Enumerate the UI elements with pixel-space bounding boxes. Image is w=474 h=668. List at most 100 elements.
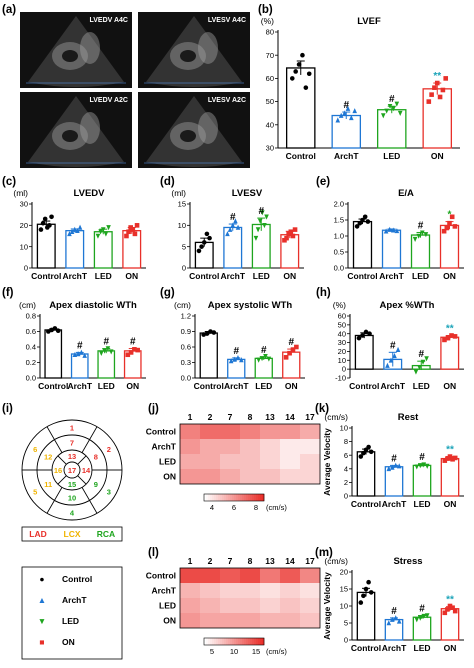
category-label: ArchT: [334, 151, 359, 161]
segment-label: 1: [70, 424, 74, 433]
scale-swatch: [254, 494, 257, 501]
scale-unit: (cm/s): [266, 647, 287, 656]
heat-cell: [260, 469, 280, 484]
chart-title: Apex %WTh: [380, 300, 435, 311]
scale-swatch: [232, 638, 235, 645]
scale-swatch: [262, 494, 265, 501]
heat-cell: [220, 454, 240, 469]
scale-swatch: [238, 494, 241, 501]
y-tick-label: 30: [266, 144, 274, 153]
y-unit: (%): [261, 16, 274, 26]
category-label: ArchT: [382, 643, 407, 653]
bar-led: [93, 231, 113, 269]
segment-label: 10: [68, 494, 76, 503]
bar-on: [440, 457, 460, 497]
data-point: [366, 444, 371, 450]
data-point: [452, 455, 458, 461]
y-tick-label: 0: [344, 492, 348, 501]
scale-swatch: [220, 494, 223, 501]
scale-swatch: [236, 494, 239, 501]
heatmap-rest: 1 2 7 8 13 14 17 Control ArchT LED ON 4 6 8 (cm/s): [146, 412, 321, 512]
significance-mark: #: [230, 212, 236, 223]
bullseye-divider: [46, 500, 55, 514]
data-point: [397, 110, 403, 116]
significance-mark: #: [233, 346, 239, 357]
category-label: LED: [255, 381, 272, 391]
data-point: [441, 228, 447, 234]
bar-control: [44, 329, 63, 379]
heat-cell: [240, 454, 260, 469]
scale-swatch: [214, 638, 217, 645]
scale-tick-label: 5: [210, 647, 214, 656]
data-point: [72, 351, 78, 358]
scale-swatch: [240, 494, 243, 501]
data-point: [199, 244, 204, 249]
panel-label-b: (b): [258, 4, 273, 16]
y-tick-label: 1.2: [181, 312, 191, 321]
column-label: 17: [305, 412, 315, 422]
heat-cell: [300, 424, 320, 439]
y-tick-label: 5: [182, 242, 186, 251]
segment-label: 13: [68, 452, 76, 461]
data-point: [363, 586, 369, 592]
data-point: [99, 350, 104, 356]
heat-cell: [220, 424, 240, 439]
column-label: 8: [248, 412, 253, 422]
data-point: [443, 76, 449, 81]
column-label: 1: [188, 412, 193, 422]
heat-cell: [260, 583, 280, 598]
data-point: [266, 356, 272, 362]
data-point: [414, 617, 420, 623]
data-point: [421, 613, 427, 619]
chart-title: Stress: [393, 556, 422, 567]
significance-mark: **: [446, 445, 454, 456]
y-axis-label: Average Velocity: [322, 572, 332, 640]
scale-swatch: [220, 638, 223, 645]
bar-on: [422, 88, 453, 149]
panel-label-l: (l): [148, 547, 159, 559]
scale-swatch: [208, 494, 211, 501]
data-point: [380, 113, 386, 119]
bullseye-divider: [57, 475, 67, 485]
scale-swatch: [228, 638, 231, 645]
heat-cell: [240, 469, 260, 484]
heat-cell: [180, 424, 200, 439]
scale-swatch: [240, 638, 243, 645]
scale-swatch: [258, 494, 261, 501]
scale-swatch: [222, 638, 225, 645]
y-tick-label: 0.8: [26, 312, 36, 321]
heat-cell: [300, 613, 320, 628]
y-tick-label: 15: [178, 200, 186, 209]
y-tick-label: 60: [338, 312, 346, 321]
y-unit: (ml): [13, 188, 28, 198]
category-label: Control: [38, 381, 68, 391]
data-point: [49, 214, 54, 220]
data-point: [447, 220, 452, 226]
segment-label: 6: [33, 445, 37, 454]
chart-title: LVEF: [357, 16, 381, 27]
segment-label: 3: [107, 487, 111, 496]
data-point: [72, 226, 78, 232]
scale-border: [203, 493, 265, 502]
data-point: [77, 224, 83, 230]
scale-swatch: [226, 494, 229, 501]
data-point: [368, 449, 374, 455]
echo-label: LVESV A2C: [208, 97, 246, 104]
category-label: LED: [95, 271, 112, 281]
significance-mark: #: [419, 452, 425, 463]
data-point: [230, 222, 236, 228]
data-point: [445, 607, 450, 612]
data-point: [125, 352, 131, 358]
chart-lvedv: 0 10 20 30 LVEDV (ml) Control ArchT LED ON: [13, 188, 146, 281]
data-point: [75, 351, 81, 357]
bar-control: [354, 334, 374, 370]
data-point: [253, 235, 259, 241]
column-label: 8: [248, 556, 253, 566]
data-point: [288, 229, 294, 235]
row-label: ArchT: [151, 442, 176, 452]
y-tick-label: 0: [182, 264, 186, 273]
data-point: [424, 613, 430, 619]
bar-control: [199, 332, 218, 379]
y-unit: (ml): [171, 188, 186, 198]
